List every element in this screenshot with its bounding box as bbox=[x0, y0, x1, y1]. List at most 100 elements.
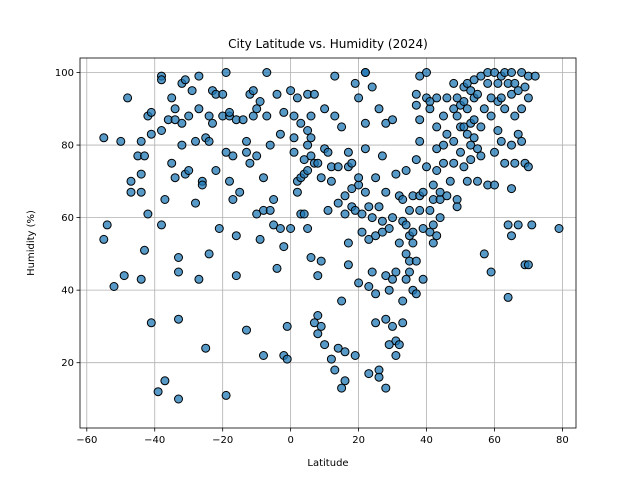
data-point bbox=[507, 231, 516, 241]
data-point bbox=[507, 89, 516, 99]
data-point bbox=[513, 220, 523, 230]
data-point bbox=[140, 151, 149, 161]
data-point bbox=[401, 274, 411, 284]
data-point bbox=[473, 89, 482, 99]
data-point bbox=[381, 314, 391, 324]
data-point bbox=[490, 68, 499, 77]
data-point bbox=[452, 202, 462, 212]
data-point bbox=[262, 111, 272, 121]
data-point bbox=[439, 158, 448, 168]
data-point bbox=[425, 227, 435, 237]
data-point bbox=[513, 129, 523, 139]
data-point bbox=[377, 216, 387, 226]
y-tick-label: 20 bbox=[61, 358, 74, 369]
data-point bbox=[299, 209, 309, 219]
data-point bbox=[340, 209, 350, 219]
data-point bbox=[496, 136, 506, 146]
data-point bbox=[225, 107, 234, 117]
data-point bbox=[221, 68, 231, 77]
data-point bbox=[350, 205, 360, 215]
data-point bbox=[432, 144, 442, 154]
data-point bbox=[462, 104, 472, 114]
data-point bbox=[279, 242, 289, 252]
plot-frame bbox=[79, 57, 577, 429]
data-point bbox=[394, 340, 404, 350]
data-point bbox=[102, 220, 112, 230]
data-point bbox=[523, 93, 533, 103]
data-point bbox=[398, 195, 408, 204]
data-point bbox=[333, 162, 343, 172]
data-point bbox=[357, 209, 367, 219]
data-point bbox=[435, 187, 445, 197]
data-point bbox=[490, 147, 499, 157]
data-point bbox=[204, 249, 214, 259]
data-point bbox=[292, 93, 302, 103]
x-tick-label: −20 bbox=[212, 435, 233, 446]
data-point bbox=[391, 351, 401, 360]
data-point bbox=[146, 107, 156, 117]
data-point bbox=[170, 173, 180, 183]
data-point bbox=[432, 231, 442, 241]
data-point bbox=[394, 238, 404, 248]
data-point bbox=[204, 136, 214, 146]
data-point bbox=[231, 231, 241, 241]
data-point bbox=[513, 86, 523, 96]
data-point bbox=[289, 111, 299, 121]
data-point bbox=[99, 133, 109, 143]
y-tick-label: 80 bbox=[61, 141, 74, 152]
data-point bbox=[323, 147, 333, 157]
data-point bbox=[354, 93, 364, 103]
data-point bbox=[174, 253, 183, 262]
data-point bbox=[439, 140, 448, 150]
data-point bbox=[326, 176, 336, 186]
data-point bbox=[439, 111, 448, 121]
data-point bbox=[442, 93, 452, 103]
data-point bbox=[289, 147, 299, 157]
data-point bbox=[377, 227, 387, 237]
data-point bbox=[248, 86, 258, 96]
data-point bbox=[123, 93, 133, 103]
data-point bbox=[184, 111, 194, 121]
data-point bbox=[401, 220, 411, 230]
data-point bbox=[109, 282, 119, 291]
data-point bbox=[191, 198, 200, 208]
data-point bbox=[347, 158, 357, 168]
data-point bbox=[405, 205, 414, 215]
data-point bbox=[337, 122, 347, 132]
data-point bbox=[418, 187, 428, 197]
data-point bbox=[180, 75, 190, 85]
y-tick-label: 40 bbox=[61, 286, 74, 297]
data-point bbox=[459, 97, 469, 106]
data-point bbox=[303, 166, 313, 175]
data-point bbox=[411, 155, 421, 165]
data-point bbox=[242, 136, 251, 146]
data-point bbox=[330, 71, 340, 81]
data-point bbox=[286, 86, 296, 96]
data-point bbox=[303, 224, 313, 233]
data-point bbox=[415, 136, 425, 146]
data-point bbox=[140, 245, 149, 255]
data-point bbox=[411, 89, 421, 99]
data-point bbox=[466, 155, 476, 165]
data-point bbox=[411, 289, 421, 299]
data-point bbox=[367, 267, 377, 277]
data-point bbox=[493, 78, 503, 88]
data-point bbox=[462, 78, 472, 88]
y-axis: 20 40 60 80 100 bbox=[55, 68, 80, 369]
data-point bbox=[296, 118, 306, 128]
data-point bbox=[136, 274, 146, 284]
data-point bbox=[197, 180, 207, 190]
data-point bbox=[428, 220, 438, 230]
data-point bbox=[275, 129, 285, 139]
data-point bbox=[371, 318, 381, 328]
data-point bbox=[371, 173, 381, 183]
data-point bbox=[449, 104, 459, 114]
data-point bbox=[343, 147, 353, 157]
data-point bbox=[507, 184, 516, 194]
data-point bbox=[286, 224, 296, 233]
data-point bbox=[160, 376, 170, 386]
data-point bbox=[503, 220, 513, 230]
data-point bbox=[299, 155, 309, 165]
data-point bbox=[316, 173, 326, 183]
